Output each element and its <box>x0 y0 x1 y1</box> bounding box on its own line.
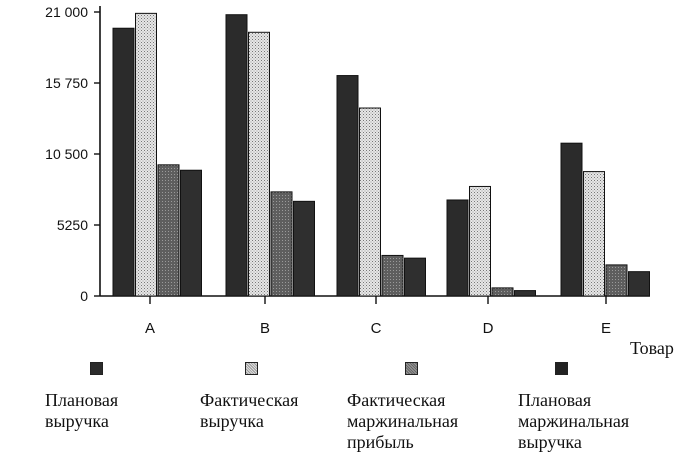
legend-label: Фактическая маржинальная прибыль <box>347 390 459 452</box>
bar <box>628 271 650 297</box>
bar <box>112 27 135 297</box>
bar <box>583 171 605 297</box>
legend-swatch <box>555 362 568 375</box>
x-tick-label: E <box>601 320 611 337</box>
bar <box>180 169 202 297</box>
bar <box>491 287 514 297</box>
legend-swatch <box>90 362 103 375</box>
bar <box>135 12 157 297</box>
bar <box>381 254 404 297</box>
legend-label: Плановая выручка <box>45 390 119 431</box>
y-tick-label: 15 750 <box>45 75 88 91</box>
bar <box>157 164 180 297</box>
bar <box>225 14 248 297</box>
bar <box>560 142 583 297</box>
legend-swatch <box>245 362 258 375</box>
bar <box>469 185 491 297</box>
bar <box>336 75 359 297</box>
x-axis-label: Товар <box>630 338 674 358</box>
y-tick-label: 5250 <box>57 217 88 233</box>
legend-label: Фактическая выручка <box>200 390 299 431</box>
bar <box>248 31 270 297</box>
x-tick-label: B <box>260 320 270 337</box>
x-tick-label: D <box>483 320 494 337</box>
y-tick-label: 21 000 <box>45 4 88 20</box>
legend: Плановая выручка Фактическая выручка Факти… <box>0 362 690 464</box>
x-tick-label: A <box>145 320 155 337</box>
y-tick-label: 0 <box>80 288 88 304</box>
x-tick-label: C <box>371 320 382 337</box>
bar <box>404 257 426 297</box>
bar <box>514 290 536 297</box>
legend-label: Плановая маржинальная выручка <box>518 390 630 452</box>
bar <box>359 107 381 297</box>
bar <box>293 200 315 297</box>
bar <box>270 191 293 297</box>
y-tick-label: 10 500 <box>45 146 88 162</box>
bar <box>446 199 469 297</box>
legend-swatch <box>405 362 418 375</box>
bar <box>605 264 628 297</box>
